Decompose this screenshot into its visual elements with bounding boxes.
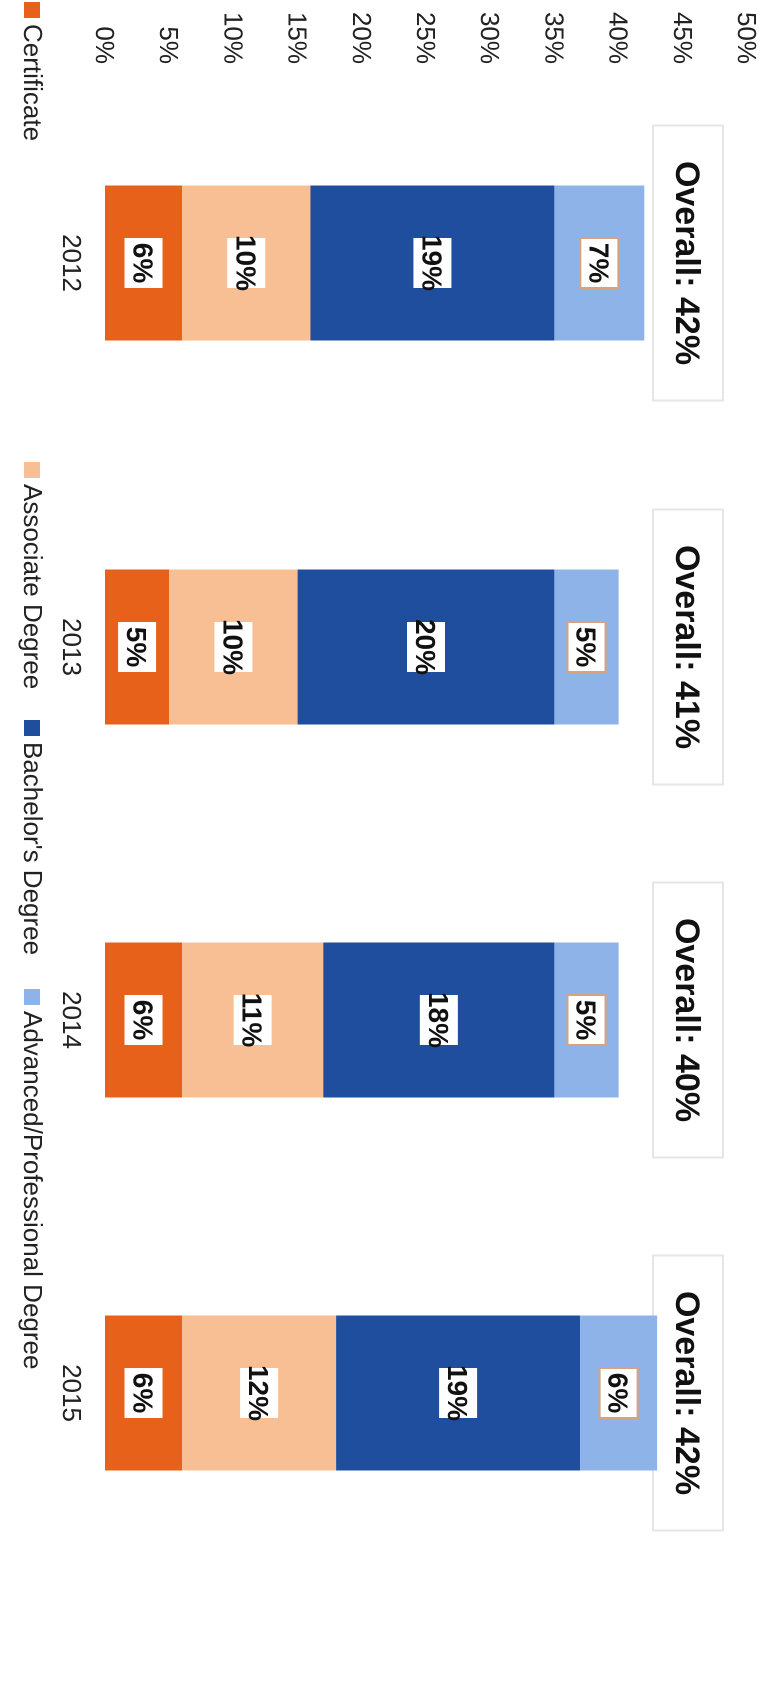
data-label-box xyxy=(566,621,607,673)
y-tick-label: 5% xyxy=(154,26,184,64)
x-tick-label: 2013 xyxy=(57,618,87,676)
y-tick-label: 45% xyxy=(668,12,698,64)
data-label: 5% xyxy=(571,627,602,668)
data-label-box xyxy=(124,995,163,1045)
data-label: 18% xyxy=(423,992,454,1048)
data-label: 7% xyxy=(583,243,614,284)
legend-entry: Bachelor's Degree xyxy=(18,742,48,955)
data-label: 11% xyxy=(237,993,268,1048)
data-label-box xyxy=(598,1367,639,1419)
total-box xyxy=(652,881,724,1159)
data-label: 19% xyxy=(416,235,447,291)
data-label: 10% xyxy=(217,619,248,675)
total-label: Overall: 40% xyxy=(668,918,706,1122)
legend-entry: Advanced/Professional Degree xyxy=(18,1011,48,1369)
x-axis: 2012 2013 2014 2015 xyxy=(57,234,87,1422)
y-tick-label: 25% xyxy=(411,12,441,64)
bars: 6% 10% 19% 7% 5% 10% 20% 5% 6% 11% 18% 5% 6% 12% 19% 6% xyxy=(104,185,658,1471)
data-label: 19% xyxy=(442,1365,473,1421)
data-label: 6% xyxy=(128,1000,159,1041)
legend-entry: Certificate xyxy=(18,24,48,141)
data-label: 6% xyxy=(128,1373,159,1414)
data-label-box xyxy=(240,1368,279,1418)
data-label-box xyxy=(124,1368,163,1418)
legend-swatch xyxy=(24,720,40,736)
total-label: Overall: 42% xyxy=(668,1291,706,1495)
data-label-box xyxy=(419,995,458,1045)
data-label-box xyxy=(227,238,266,288)
data-label-box xyxy=(413,238,452,288)
y-tick-label: 30% xyxy=(475,12,505,64)
y-tick-label: 15% xyxy=(283,12,313,64)
total-box xyxy=(652,508,724,786)
data-label-box xyxy=(439,1368,478,1418)
y-tick-label: 20% xyxy=(347,12,377,64)
data-label: 6% xyxy=(603,1373,634,1414)
total-label: Overall: 42% xyxy=(668,161,706,365)
data-label: 10% xyxy=(230,235,261,291)
legend-swatch xyxy=(24,2,40,18)
data-label-box xyxy=(579,237,620,289)
data-label-box xyxy=(124,238,163,288)
data-label: 20% xyxy=(410,619,441,675)
data-label: 5% xyxy=(121,627,152,668)
x-tick-label: 2015 xyxy=(57,1364,87,1422)
overall-total-labels: Overall: 42% Overall: 41% Overall: 40% Over… xyxy=(652,124,724,1532)
y-tick-label: 35% xyxy=(539,12,569,64)
legend-swatch xyxy=(24,989,40,1005)
data-label-box xyxy=(233,995,272,1045)
data-label-box xyxy=(566,994,607,1046)
data-label-box xyxy=(407,622,445,672)
x-tick-label: 2012 xyxy=(57,234,87,292)
y-tick-label: 50% xyxy=(732,12,762,64)
data-label: 5% xyxy=(571,1000,602,1041)
legend-swatch xyxy=(24,462,40,478)
y-tick-label: 10% xyxy=(218,12,248,64)
total-label: Overall: 41% xyxy=(668,545,706,749)
data-label-box xyxy=(214,622,253,672)
y-axis: 0% 5% 10% 15% 20% 25% 30% 35% 40% 45% 50% xyxy=(90,12,762,64)
data-label-box xyxy=(118,622,157,672)
total-box xyxy=(652,124,724,402)
data-label: 12% xyxy=(243,1365,274,1421)
legend: Certificate Associate Degree Bachelor's De… xyxy=(18,2,48,1369)
legend-entry: Associate Degree xyxy=(18,484,48,689)
x-tick-label: 2014 xyxy=(57,991,87,1049)
y-tick-label: 0% xyxy=(90,26,120,64)
data-label: 6% xyxy=(128,243,159,284)
y-tick-label: 40% xyxy=(604,12,634,64)
